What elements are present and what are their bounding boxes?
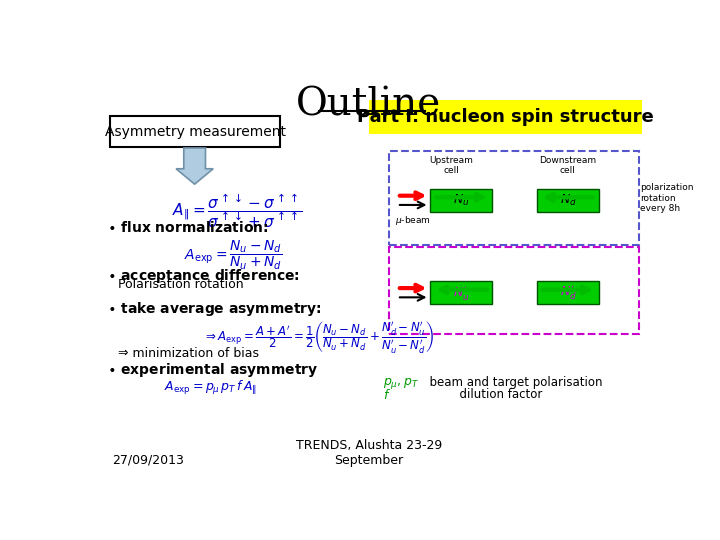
Text: $A_{\mathrm{exp}} = \dfrac{N_u - N_d}{N_u + N_d}$: $A_{\mathrm{exp}} = \dfrac{N_u - N_d}{N_… [184, 239, 283, 272]
Text: $\bullet$ flux normalization:: $\bullet$ flux normalization: [107, 220, 269, 235]
Text: Asymmetry measurement: Asymmetry measurement [104, 125, 286, 139]
Text: TRENDS, Alushta 23-29
September: TRENDS, Alushta 23-29 September [296, 438, 442, 467]
Text: $\bullet$ experimental asymmetry: $\bullet$ experimental asymmetry [107, 361, 318, 379]
FancyBboxPatch shape [431, 281, 492, 304]
Text: ⇒ minimization of bias: ⇒ minimization of bias [118, 347, 259, 360]
Text: Part I: nucleon spin structure: Part I: nucleon spin structure [357, 108, 654, 126]
Text: $p_{\mu}, p_T$: $p_{\mu}, p_T$ [383, 376, 419, 391]
FancyBboxPatch shape [110, 117, 280, 147]
FancyBboxPatch shape [369, 100, 642, 134]
Text: $N_u$: $N_u$ [453, 193, 469, 208]
Text: $N_d'$: $N_d'$ [559, 284, 577, 302]
Text: $A_{\|} = \dfrac{\sigma^{\uparrow\downarrow} - \sigma^{\uparrow\uparrow}}{\sigma: $A_{\|} = \dfrac{\sigma^{\uparrow\downar… [172, 193, 302, 230]
Text: $N_u'$: $N_u'$ [453, 284, 469, 302]
Text: $\bullet$ take average asymmetry:: $\bullet$ take average asymmetry: [107, 300, 322, 318]
Text: $\mu$-beam: $\mu$-beam [395, 214, 431, 227]
Text: Upstream
cell: Upstream cell [429, 156, 473, 175]
Text: $N_d$: $N_d$ [559, 193, 577, 208]
Text: 27/09/2013: 27/09/2013 [112, 454, 184, 467]
Text: $\bullet$ acceptance difference:: $\bullet$ acceptance difference: [107, 267, 300, 285]
FancyBboxPatch shape [537, 281, 599, 304]
Text: Polarisation rotation: Polarisation rotation [118, 278, 243, 291]
Text: Outline: Outline [297, 86, 441, 123]
FancyBboxPatch shape [389, 151, 639, 245]
Text: Downstream
cell: Downstream cell [539, 156, 596, 175]
Text: dilution factor: dilution factor [422, 388, 542, 401]
Text: $\Rightarrow A_{\mathrm{exp}} = \dfrac{A+A^{\prime}}{2} = \dfrac{1}{2}\left(\dfr: $\Rightarrow A_{\mathrm{exp}} = \dfrac{A… [203, 319, 434, 355]
FancyBboxPatch shape [537, 189, 599, 212]
FancyBboxPatch shape [431, 189, 492, 212]
Polygon shape [176, 148, 213, 184]
Text: $f$: $f$ [383, 388, 391, 402]
Text: beam and target polarisation: beam and target polarisation [422, 376, 602, 389]
Text: $A_{\mathrm{exp}} = p_{\mu}\, p_T\, f\, A_{\|}$: $A_{\mathrm{exp}} = p_{\mu}\, p_T\, f\, … [163, 379, 256, 397]
FancyBboxPatch shape [389, 247, 639, 334]
Text: polarization
rotation
every 8h: polarization rotation every 8h [640, 183, 694, 213]
